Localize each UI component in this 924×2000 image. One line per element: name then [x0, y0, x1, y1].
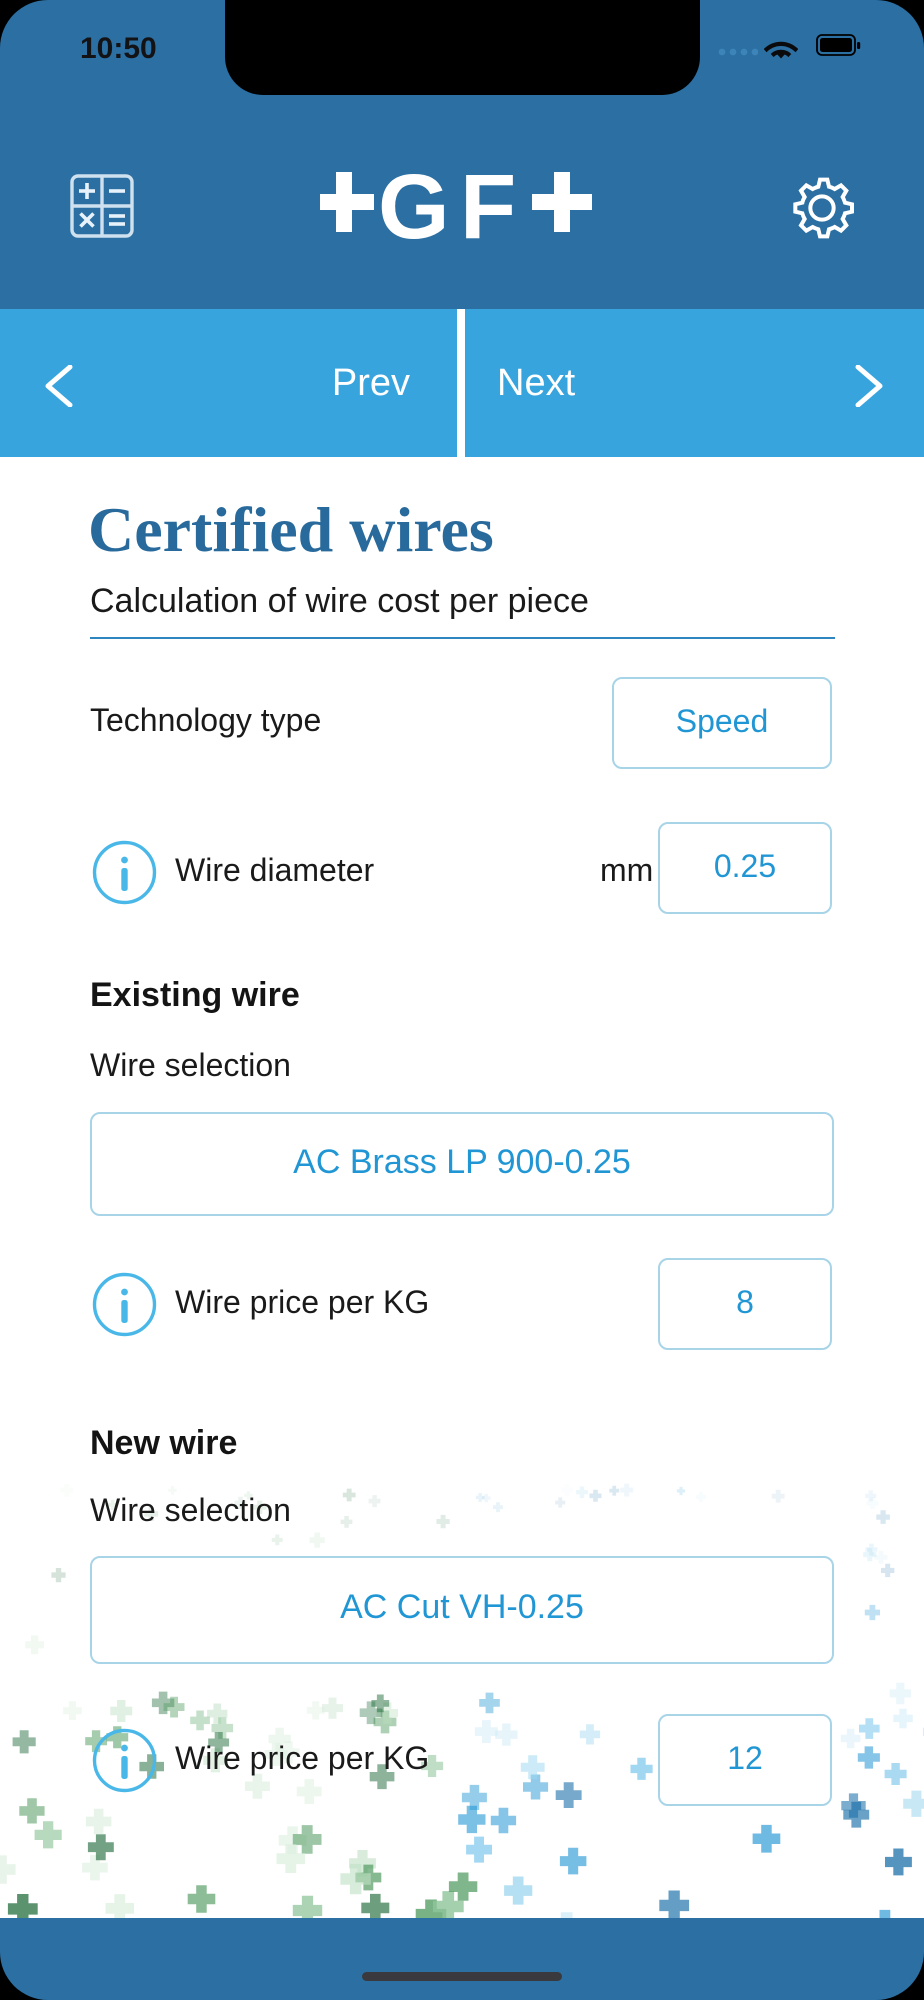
- svg-text:F: F: [460, 170, 516, 250]
- svg-text:G: G: [378, 170, 450, 250]
